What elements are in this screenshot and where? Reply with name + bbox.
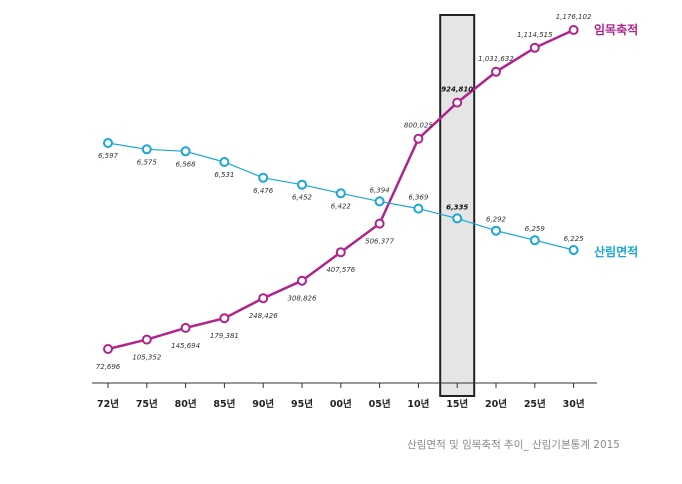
- data-point: [568, 25, 579, 35]
- data-label: 6,476: [253, 187, 274, 195]
- data-label: 6,225: [564, 235, 585, 243]
- data-point: [297, 179, 307, 190]
- data-point: [529, 235, 540, 246]
- data-label: 6,531: [214, 171, 234, 179]
- data-point: [452, 97, 463, 108]
- data-point: [374, 196, 385, 207]
- data-label: 308,826: [288, 295, 317, 303]
- data-label: 179,381: [210, 332, 239, 340]
- data-point: [103, 138, 113, 148]
- x-tick-label: 10년: [407, 398, 429, 410]
- legend-series-sanrim: 산림면적: [594, 244, 638, 259]
- x-tick-label: 95년: [291, 398, 313, 410]
- x-tick-label: 85년: [213, 398, 235, 410]
- data-label: 6,568: [176, 160, 197, 168]
- data-label: 6,597: [98, 152, 119, 160]
- x-tick-label: 90년: [252, 398, 274, 410]
- data-label: 800,025: [404, 122, 433, 130]
- data-point: [219, 157, 230, 167]
- data-point: [180, 146, 191, 157]
- data-label: 6,259: [525, 225, 546, 233]
- data-label: 1,031,632: [478, 55, 514, 63]
- data-point: [219, 313, 230, 324]
- data-label: 6,575: [137, 158, 158, 166]
- x-tick-label: 30년: [563, 398, 585, 410]
- chart-caption: 산림면적 및 임목축적 추이_ 산림기본통계 2015: [407, 438, 620, 451]
- data-label: 6,369: [408, 194, 429, 202]
- data-point: [335, 188, 346, 199]
- data-label: 6,394: [370, 186, 390, 194]
- data-label: 1,114,515: [517, 31, 553, 39]
- data-point: [529, 42, 540, 53]
- data-label: 145,694: [171, 342, 200, 350]
- data-label: 1,176,102: [556, 13, 592, 21]
- data-label: 506,377: [365, 238, 394, 246]
- data-label: 6,452: [292, 194, 313, 202]
- highlight-band: [439, 14, 476, 397]
- data-point: [452, 213, 463, 224]
- data-point: [335, 247, 346, 258]
- data-label: 105,352: [132, 354, 161, 362]
- data-label: 72,696: [96, 363, 121, 371]
- data-label: 6,292: [486, 216, 507, 224]
- x-tick-label: 15년: [446, 398, 468, 410]
- data-point: [180, 322, 191, 333]
- data-point: [258, 293, 269, 304]
- data-point: [141, 334, 152, 345]
- data-label: 407,576: [326, 266, 355, 274]
- data-point: [258, 172, 269, 183]
- data-point: [491, 225, 501, 236]
- data-point: [103, 344, 113, 354]
- data-point: [413, 133, 424, 144]
- legend-series-imok: 임목축적: [594, 22, 638, 37]
- data-point: [413, 203, 424, 214]
- x-tick-label: 80년: [175, 398, 197, 410]
- data-point: [141, 144, 152, 155]
- x-tick-label: 75년: [136, 398, 158, 410]
- data-label: 248,426: [249, 312, 278, 320]
- x-axis-ticks: 72년 75년 80년 85년 90년 95년 00년 05년 10년 15년 20년 25년 30년: [97, 383, 585, 410]
- data-labels: 72,696 105,352 145,694 179,381 248,426 308,82…: [96, 13, 592, 371]
- data-label: 6,422: [331, 202, 352, 210]
- data-label: 6,335: [446, 203, 468, 211]
- data-label: 924,810: [441, 86, 473, 94]
- x-tick-label: 25년: [524, 398, 546, 410]
- data-point: [297, 275, 307, 286]
- highlight-band-layer: [439, 14, 476, 397]
- data-point: [374, 218, 385, 229]
- x-tick-label: 05년: [369, 398, 391, 410]
- x-tick-label: 72년: [97, 398, 119, 410]
- series-points: [103, 25, 579, 354]
- x-tick-label: 20년: [485, 398, 507, 410]
- data-point: [568, 245, 579, 255]
- x-tick-label: 00년: [330, 398, 352, 410]
- data-point: [491, 66, 501, 77]
